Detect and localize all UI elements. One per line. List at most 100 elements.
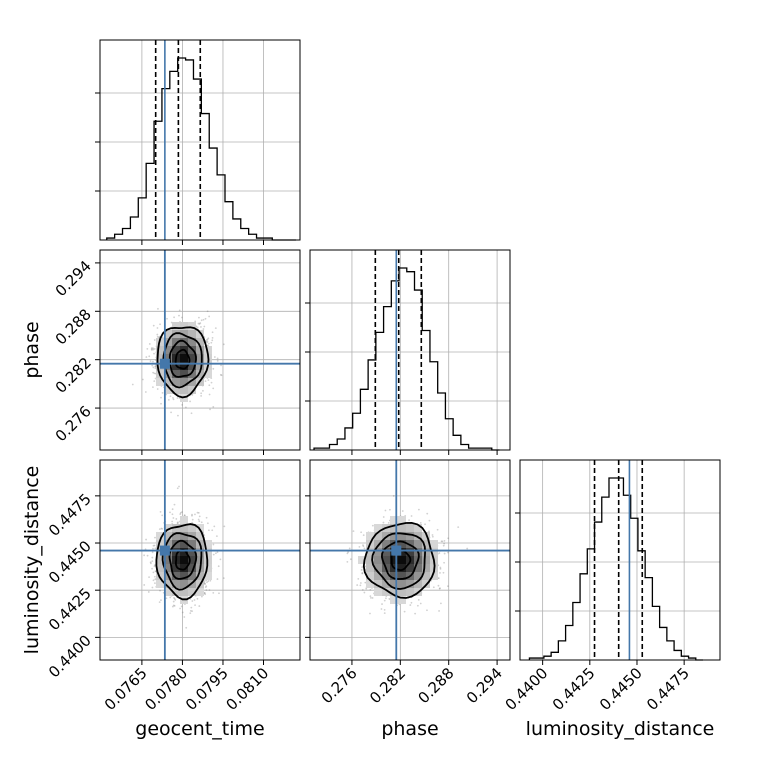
density-cell [180, 572, 188, 580]
sample-point [179, 511, 182, 514]
density-cell [172, 588, 180, 596]
density-cell [422, 540, 430, 548]
sample-point [204, 317, 207, 320]
density-cell [156, 532, 164, 540]
sample-point [151, 551, 154, 554]
sample-point [190, 412, 193, 415]
sample-point [191, 600, 194, 602]
sample-point [154, 365, 157, 368]
sample-point [173, 316, 175, 319]
density-cell [406, 532, 414, 540]
density-cell [374, 532, 382, 540]
sample-point [381, 603, 383, 605]
sample-point [216, 578, 219, 580]
sample-point [200, 392, 203, 395]
sample-point [194, 513, 196, 516]
histogram-luminosity_distance [528, 477, 704, 661]
sample-point [457, 526, 460, 528]
sample-point [198, 515, 201, 518]
density-cell [188, 354, 196, 362]
sample-point [387, 521, 390, 524]
sample-point [442, 544, 445, 547]
sample-point [207, 529, 210, 532]
x-tick-label-phase: 0.276 [318, 664, 361, 707]
sample-point [213, 356, 216, 358]
sample-point [369, 595, 372, 598]
x-tick-label-phase: 0.282 [366, 664, 409, 707]
sample-point [152, 544, 155, 547]
density-cell [398, 524, 406, 532]
density-cell [406, 580, 414, 588]
sample-point [359, 582, 362, 584]
sample-point [359, 584, 362, 587]
density-cell [164, 588, 172, 596]
density-cell [196, 572, 204, 580]
sample-point [191, 514, 193, 517]
density-cell [374, 524, 382, 532]
contour-line [174, 348, 191, 370]
density-content [310, 460, 510, 660]
panel-frame [309, 459, 511, 661]
sample-point [152, 547, 154, 550]
x-axis-label-phase: phase [381, 718, 438, 740]
density-cell [398, 532, 406, 540]
density-cell [156, 564, 164, 572]
x-tick-label-phase: 0.294 [463, 664, 506, 707]
sample-point [426, 609, 428, 612]
sample-point [440, 540, 443, 543]
density-cell [374, 564, 382, 572]
sample-point [152, 386, 154, 389]
sample-point [153, 339, 156, 341]
density-cell [204, 564, 212, 572]
sample-point [207, 342, 210, 345]
density-cell [414, 532, 422, 540]
density-cell [196, 556, 204, 564]
sample-point [208, 393, 211, 396]
sample-point [443, 561, 445, 564]
sample-point [212, 553, 215, 556]
y-tick-label-phase: 0.288 [52, 305, 95, 348]
sample-point [369, 588, 372, 591]
y-tick-label-phase: 0.282 [52, 354, 95, 397]
contour-line [168, 339, 197, 378]
density-cell [204, 370, 212, 378]
sample-point [154, 570, 157, 573]
density-cell [374, 572, 382, 580]
sample-point [198, 605, 201, 607]
sample-point [417, 598, 420, 601]
sample-point [147, 591, 150, 593]
x-axis-label-luminosity-distance: luminosity_distance [526, 718, 715, 740]
sample-point [362, 545, 365, 548]
density-cell [164, 354, 172, 362]
sample-point [152, 347, 155, 350]
density-cell [204, 346, 212, 354]
sample-point [357, 578, 360, 580]
density-cell [172, 572, 180, 580]
sample-point [383, 599, 386, 602]
sample-point [172, 397, 174, 399]
sample-point [172, 517, 175, 519]
sample-point [185, 626, 188, 629]
sample-point [156, 327, 159, 329]
density-cell [204, 548, 212, 556]
histogram-phase [313, 267, 500, 451]
density-cell [366, 548, 374, 556]
sample-point [157, 307, 159, 310]
density-cell [366, 532, 374, 540]
sample-point [184, 406, 187, 409]
sample-point [212, 367, 215, 370]
sample-point [419, 602, 422, 605]
sample-point [148, 343, 151, 345]
density-cell [398, 596, 406, 604]
density-cell [422, 548, 430, 556]
density-cell [188, 572, 196, 580]
sample-point [203, 591, 206, 594]
sample-point [403, 610, 406, 613]
sample-point [189, 609, 192, 612]
sample-point [171, 520, 174, 523]
sample-point [154, 367, 157, 370]
sample-point [160, 396, 162, 399]
sample-point [197, 511, 200, 514]
density-cell [188, 524, 196, 532]
sample-point [198, 316, 200, 319]
